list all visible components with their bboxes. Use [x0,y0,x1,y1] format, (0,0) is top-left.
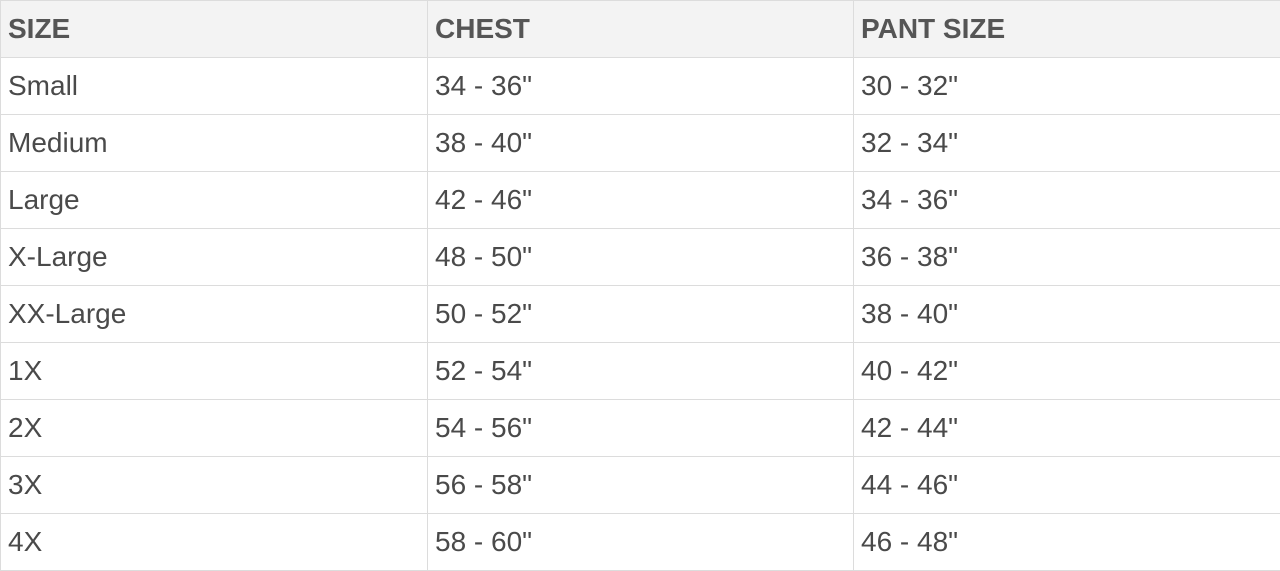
table-cell: Small [1,58,428,115]
header-cell: CHEST [428,1,854,58]
table-cell: 34 - 36" [854,172,1280,229]
table-cell: 1X [1,343,428,400]
table-cell: 58 - 60" [428,514,854,571]
table-cell: Medium [1,115,428,172]
table-cell: 38 - 40" [854,286,1280,343]
table-cell: 44 - 46" [854,457,1280,514]
table-cell: 2X [1,400,428,457]
table-cell: 56 - 58" [428,457,854,514]
header-cell: PANT SIZE [854,1,1280,58]
table-cell: 4X [1,514,428,571]
table-cell: Large [1,172,428,229]
table-cell: 48 - 50" [428,229,854,286]
table-cell: 30 - 32" [854,58,1280,115]
table-cell: 42 - 44" [854,400,1280,457]
table-cell: XX-Large [1,286,428,343]
table-cell: 38 - 40" [428,115,854,172]
table-cell: 52 - 54" [428,343,854,400]
table-cell: X-Large [1,229,428,286]
table-cell: 54 - 56" [428,400,854,457]
table-cell: 42 - 46" [428,172,854,229]
table-cell: 46 - 48" [854,514,1280,571]
table-cell: 3X [1,457,428,514]
table-cell: 34 - 36" [428,58,854,115]
table-cell: 32 - 34" [854,115,1280,172]
header-cell: SIZE [1,1,428,58]
table-cell: 50 - 52" [428,286,854,343]
table-cell: 36 - 38" [854,229,1280,286]
table-cell: 40 - 42" [854,343,1280,400]
